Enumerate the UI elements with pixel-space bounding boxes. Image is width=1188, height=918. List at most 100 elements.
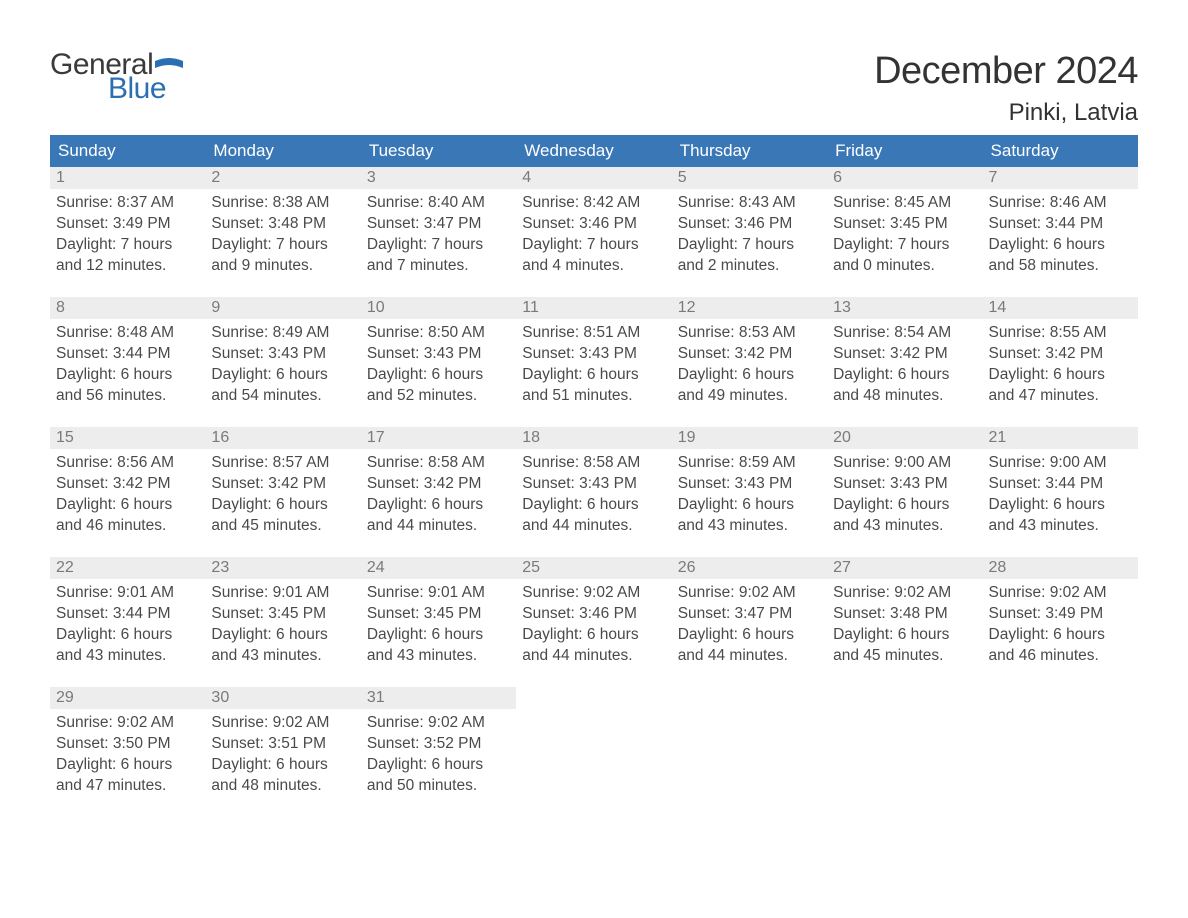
day-d2: and 56 minutes. [56,386,199,407]
day-details: Sunrise: 8:48 AMSunset: 3:44 PMDaylight:… [50,319,205,413]
day-sunset: Sunset: 3:42 PM [678,344,821,365]
day-d1: Daylight: 6 hours [678,625,821,646]
day-sunset: Sunset: 3:47 PM [367,214,510,235]
day-sunset: Sunset: 3:43 PM [522,474,665,495]
day-d2: and 43 minutes. [989,516,1132,537]
day-sunset: Sunset: 3:42 PM [56,474,199,495]
calendar-day-cell: 17Sunrise: 8:58 AMSunset: 3:42 PMDayligh… [361,427,516,557]
day-sunrise: Sunrise: 8:59 AM [678,453,821,474]
logo: General Blue [50,50,183,104]
day-number: 11 [516,297,671,319]
day-d2: and 58 minutes. [989,256,1132,277]
day-d2: and 46 minutes. [989,646,1132,667]
day-sunrise: Sunrise: 9:02 AM [989,583,1132,604]
day-details: Sunrise: 9:02 AMSunset: 3:48 PMDaylight:… [827,579,982,673]
day-d2: and 44 minutes. [522,516,665,537]
day-d1: Daylight: 7 hours [367,235,510,256]
day-d1: Daylight: 6 hours [522,365,665,386]
calendar-body: 1Sunrise: 8:37 AMSunset: 3:49 PMDaylight… [50,167,1138,817]
day-details: Sunrise: 8:43 AMSunset: 3:46 PMDaylight:… [672,189,827,283]
day-sunrise: Sunrise: 9:00 AM [989,453,1132,474]
day-d1: Daylight: 6 hours [56,755,199,776]
calendar-header: Sunday Monday Tuesday Wednesday Thursday… [50,135,1138,167]
day-details: Sunrise: 9:02 AMSunset: 3:49 PMDaylight:… [983,579,1138,673]
day-d2: and 52 minutes. [367,386,510,407]
day-sunrise: Sunrise: 8:45 AM [833,193,976,214]
day-sunrise: Sunrise: 8:48 AM [56,323,199,344]
day-d2: and 47 minutes. [989,386,1132,407]
day-d1: Daylight: 6 hours [989,495,1132,516]
weekday-header: Tuesday [361,135,516,167]
day-d2: and 43 minutes. [56,646,199,667]
day-sunset: Sunset: 3:42 PM [211,474,354,495]
day-d2: and 43 minutes. [678,516,821,537]
empty-day-cell [672,687,827,817]
day-details: Sunrise: 9:01 AMSunset: 3:44 PMDaylight:… [50,579,205,673]
calendar-day-cell: 8Sunrise: 8:48 AMSunset: 3:44 PMDaylight… [50,297,205,427]
day-details: Sunrise: 8:37 AMSunset: 3:49 PMDaylight:… [50,189,205,283]
day-number: 2 [205,167,360,189]
day-sunset: Sunset: 3:46 PM [522,214,665,235]
day-number: 16 [205,427,360,449]
day-d1: Daylight: 6 hours [989,235,1132,256]
day-details: Sunrise: 8:38 AMSunset: 3:48 PMDaylight:… [205,189,360,283]
title-block: December 2024 Pinki, Latvia [874,50,1138,127]
day-number: 17 [361,427,516,449]
day-sunset: Sunset: 3:43 PM [522,344,665,365]
day-sunrise: Sunrise: 8:50 AM [367,323,510,344]
calendar-day-cell: 1Sunrise: 8:37 AMSunset: 3:49 PMDaylight… [50,167,205,297]
day-d2: and 54 minutes. [211,386,354,407]
day-sunset: Sunset: 3:48 PM [211,214,354,235]
day-d2: and 0 minutes. [833,256,976,277]
day-number: 18 [516,427,671,449]
day-number: 10 [361,297,516,319]
calendar-week-row: 8Sunrise: 8:48 AMSunset: 3:44 PMDaylight… [50,297,1138,427]
day-d1: Daylight: 6 hours [678,365,821,386]
day-sunset: Sunset: 3:43 PM [211,344,354,365]
day-d2: and 43 minutes. [211,646,354,667]
day-sunset: Sunset: 3:42 PM [833,344,976,365]
day-details: Sunrise: 8:58 AMSunset: 3:43 PMDaylight:… [516,449,671,543]
day-d1: Daylight: 7 hours [833,235,976,256]
day-sunset: Sunset: 3:45 PM [367,604,510,625]
day-d1: Daylight: 6 hours [367,625,510,646]
day-sunrise: Sunrise: 8:40 AM [367,193,510,214]
calendar-day-cell: 5Sunrise: 8:43 AMSunset: 3:46 PMDaylight… [672,167,827,297]
day-details: Sunrise: 9:02 AMSunset: 3:51 PMDaylight:… [205,709,360,803]
calendar-day-cell: 22Sunrise: 9:01 AMSunset: 3:44 PMDayligh… [50,557,205,687]
day-details: Sunrise: 8:42 AMSunset: 3:46 PMDaylight:… [516,189,671,283]
weekday-header: Wednesday [516,135,671,167]
calendar-day-cell: 4Sunrise: 8:42 AMSunset: 3:46 PMDaylight… [516,167,671,297]
day-number: 7 [983,167,1138,189]
day-number: 5 [672,167,827,189]
day-sunrise: Sunrise: 9:00 AM [833,453,976,474]
day-sunset: Sunset: 3:44 PM [56,604,199,625]
month-title: December 2024 [874,50,1138,93]
calendar-day-cell: 11Sunrise: 8:51 AMSunset: 3:43 PMDayligh… [516,297,671,427]
calendar-day-cell: 29Sunrise: 9:02 AMSunset: 3:50 PMDayligh… [50,687,205,817]
day-d2: and 4 minutes. [522,256,665,277]
calendar-day-cell: 21Sunrise: 9:00 AMSunset: 3:44 PMDayligh… [983,427,1138,557]
calendar-day-cell: 30Sunrise: 9:02 AMSunset: 3:51 PMDayligh… [205,687,360,817]
day-d2: and 9 minutes. [211,256,354,277]
day-d2: and 51 minutes. [522,386,665,407]
day-d1: Daylight: 6 hours [989,625,1132,646]
day-sunrise: Sunrise: 8:46 AM [989,193,1132,214]
day-sunset: Sunset: 3:46 PM [678,214,821,235]
day-sunset: Sunset: 3:44 PM [989,214,1132,235]
day-details: Sunrise: 8:57 AMSunset: 3:42 PMDaylight:… [205,449,360,543]
day-details: Sunrise: 8:49 AMSunset: 3:43 PMDaylight:… [205,319,360,413]
day-sunrise: Sunrise: 8:57 AM [211,453,354,474]
weekday-header: Sunday [50,135,205,167]
day-d1: Daylight: 7 hours [56,235,199,256]
day-details: Sunrise: 8:55 AMSunset: 3:42 PMDaylight:… [983,319,1138,413]
day-sunset: Sunset: 3:52 PM [367,734,510,755]
day-sunset: Sunset: 3:43 PM [678,474,821,495]
calendar-day-cell: 12Sunrise: 8:53 AMSunset: 3:42 PMDayligh… [672,297,827,427]
day-number: 12 [672,297,827,319]
day-number: 27 [827,557,982,579]
calendar-day-cell: 18Sunrise: 8:58 AMSunset: 3:43 PMDayligh… [516,427,671,557]
empty-day-cell [516,687,671,817]
day-d1: Daylight: 6 hours [56,365,199,386]
calendar-day-cell: 23Sunrise: 9:01 AMSunset: 3:45 PMDayligh… [205,557,360,687]
